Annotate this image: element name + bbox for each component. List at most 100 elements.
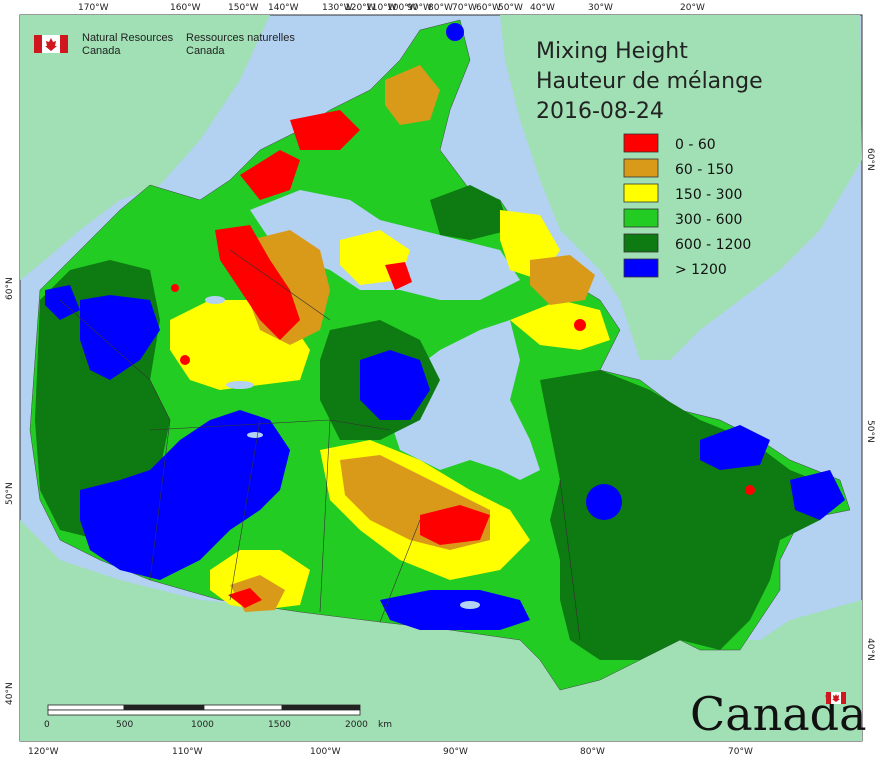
usa xyxy=(20,520,862,741)
lon-label-top: 150°W xyxy=(228,3,259,13)
zone-600-1200-east xyxy=(540,370,840,660)
top-longitude-labels: 170°W 160°W 150°W 140°W 130°W 120°W 110°… xyxy=(78,3,705,13)
wordmark-maple-leaf-icon xyxy=(832,694,840,702)
legend-label-0-60: 0 - 60 xyxy=(675,137,716,153)
lon-label-bottom: 70°W xyxy=(728,747,753,757)
zone-0-60-prairie xyxy=(228,588,262,608)
zone-1200-ontario xyxy=(380,590,530,630)
scale-tick-label: 0 xyxy=(44,720,50,730)
lat-label-right: 60°N xyxy=(865,148,875,171)
canada-wordmark: Canada xyxy=(690,687,867,741)
lon-label-top: 130°W xyxy=(322,3,353,13)
legend-swatch-over-1200 xyxy=(623,258,659,278)
lon-label-top: 60°W xyxy=(476,3,501,13)
lon-label-top: 50°W xyxy=(498,3,523,13)
alaska xyxy=(20,15,270,280)
maple-leaf-icon xyxy=(45,38,57,51)
right-latitude-labels: 60°N 50°N 40°N xyxy=(865,148,875,661)
agency-signature: Natural Resources Canada Ressources natu… xyxy=(34,32,295,57)
legend-label-300-600: 300 - 600 xyxy=(675,212,742,228)
lon-label-top: 80°W xyxy=(428,3,453,13)
lat-label-left: 50°N xyxy=(5,482,15,505)
bottom-longitude-labels: 120°W 110°W 100°W 90°W 80°W 70°W xyxy=(28,747,753,757)
provincial-boundaries xyxy=(59,249,581,641)
legend-label-150-300: 150 - 300 xyxy=(675,187,742,203)
lon-label-top: 20°W xyxy=(680,3,705,13)
lon-label-top: 170°W xyxy=(78,3,109,13)
lat-label-right: 40°N xyxy=(865,638,875,661)
agency-en-line2: Canada xyxy=(82,45,121,57)
scale-tick-label: 500 xyxy=(116,720,133,730)
zone-0-60-melville xyxy=(290,110,360,150)
zone-1200-labrador xyxy=(700,425,770,470)
zone-0-60-nfld-spot xyxy=(745,485,755,495)
wordmark-flag-right xyxy=(841,692,846,704)
legend-swatch-150-300 xyxy=(623,183,659,203)
lon-label-bottom: 110°W xyxy=(172,747,203,757)
zone-1200-newfoundland xyxy=(790,470,845,520)
scale-tick-label: 1500 xyxy=(268,720,291,730)
zone-60-150-baffin-north xyxy=(530,255,595,305)
scale-bar: 0 500 1000 1500 2000 km xyxy=(44,704,392,730)
map-title: Mixing Height Hauteur de mélange 2016-08… xyxy=(536,39,763,124)
zone-1200-bc xyxy=(80,295,160,380)
legend-swatch-0-60 xyxy=(623,133,659,153)
lon-label-top: 70°W xyxy=(452,3,477,13)
scale-tick-label: 1000 xyxy=(191,720,214,730)
greenland xyxy=(500,15,862,360)
zone-60-150-devon xyxy=(385,65,440,125)
lake-great-bear xyxy=(205,296,225,304)
agency-fr-line2: Canada xyxy=(186,45,225,57)
lon-label-bottom: 80°W xyxy=(580,747,605,757)
title-line1: Mixing Height xyxy=(536,39,688,64)
zone-0-60-baffin-spot xyxy=(574,319,586,331)
lon-label-top: 100°W xyxy=(387,3,418,13)
agency-fr-line1: Ressources naturelles xyxy=(186,32,295,44)
wordmark-flag-left xyxy=(826,692,831,704)
title-date: 2016-08-24 xyxy=(536,99,664,124)
lon-label-top: 90°W xyxy=(407,3,432,13)
zone-0-60-hudson xyxy=(385,262,412,290)
scale-unit: km xyxy=(378,720,392,730)
legend-label-over-1200: > 1200 xyxy=(675,262,727,278)
zone-0-60-arctic-islands xyxy=(240,150,300,200)
legend-swatch-600-1200 xyxy=(623,233,659,253)
title-line2: Hauteur de mélange xyxy=(536,69,763,94)
zone-150-300-baffin xyxy=(510,300,610,350)
lon-label-top: 110°W xyxy=(366,3,397,13)
lat-label-left: 40°N xyxy=(5,682,15,705)
legend-label-60-150: 60 - 150 xyxy=(675,162,734,178)
lat-label-right: 50°N xyxy=(865,420,875,443)
flag-right-bar xyxy=(60,35,68,53)
legend: 0 - 60 60 - 150 150 - 300 300 - 600 600 … xyxy=(623,133,751,278)
agency-en-line1: Natural Resources xyxy=(82,32,174,44)
lon-label-top: 30°W xyxy=(588,3,613,13)
lon-label-bottom: 120°W xyxy=(28,747,59,757)
zone-1200-ellesmere xyxy=(446,23,464,41)
lake-superior xyxy=(460,601,480,609)
lon-label-bottom: 90°W xyxy=(443,747,468,757)
lake-athabasca xyxy=(247,432,263,438)
legend-swatch-60-150 xyxy=(623,158,659,178)
lat-label-left: 60°N xyxy=(5,277,15,300)
lon-label-bottom: 100°W xyxy=(310,747,341,757)
left-latitude-labels: 60°N 50°N 40°N xyxy=(5,277,15,705)
lon-label-top: 160°W xyxy=(170,3,201,13)
zone-0-60-yukon-spot xyxy=(171,284,179,292)
zone-1200-prairie xyxy=(80,410,290,580)
zone-600-1200-north xyxy=(430,185,510,240)
zone-0-60-nwt-spot xyxy=(180,355,190,365)
lon-label-top: 40°W xyxy=(530,3,555,13)
flag-left-bar xyxy=(34,35,42,53)
lake-great-slave xyxy=(226,381,254,389)
scale-tick-label: 2000 xyxy=(345,720,368,730)
lon-label-top: 120°W xyxy=(345,3,376,13)
lon-label-top: 140°W xyxy=(268,3,299,13)
zone-0-60-ontario xyxy=(420,505,490,545)
zone-0-60-banks xyxy=(215,225,300,340)
legend-label-600-1200: 600 - 1200 xyxy=(675,237,751,253)
legend-swatch-300-600 xyxy=(623,208,659,228)
zone-1200-hudson-west xyxy=(360,350,430,420)
zone-1200-quebec-spot xyxy=(586,484,622,520)
